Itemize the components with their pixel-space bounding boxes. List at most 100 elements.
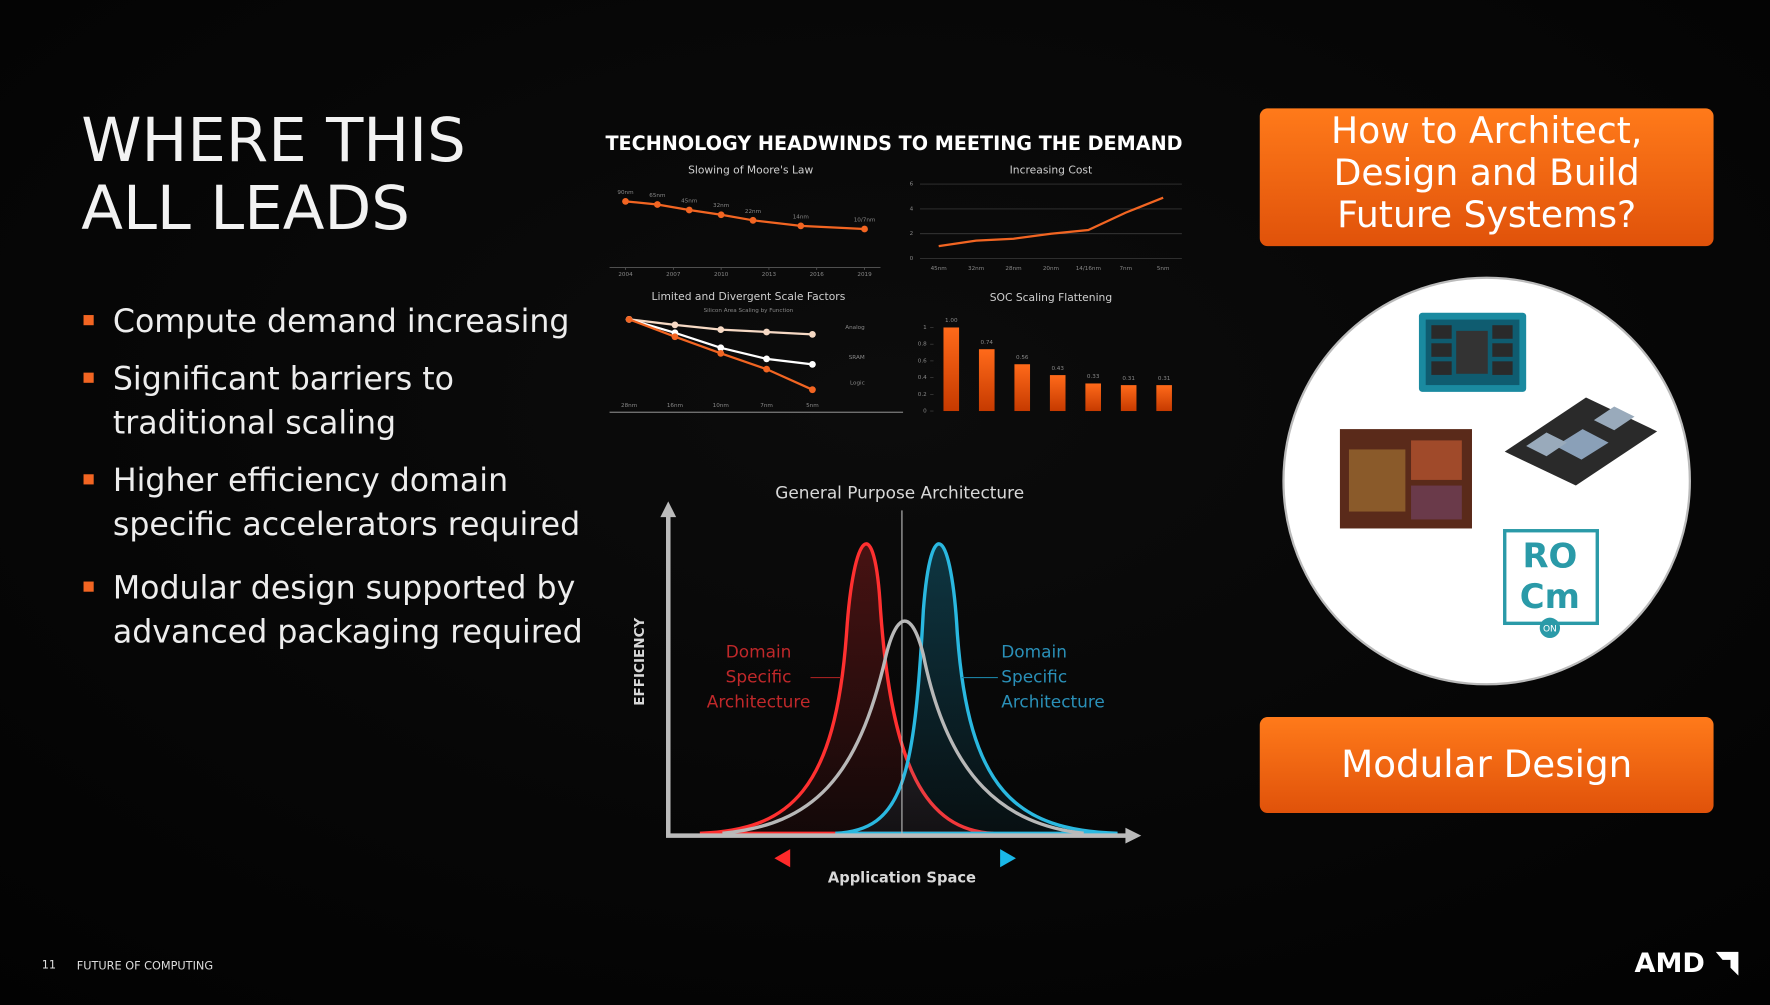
blue-curve	[835, 542, 1118, 836]
value-label: 0.33	[1087, 374, 1100, 380]
bullet-text: Higher efficiency domain	[113, 463, 508, 499]
bullet-text: traditional scaling	[113, 406, 396, 442]
value-label: 0.74	[980, 340, 993, 346]
chart-title: Limited and Divergent Scale Factors	[652, 290, 846, 303]
diagram-title: General Purpose Architecture	[775, 482, 1024, 502]
x-tick-label: 2016	[810, 272, 825, 278]
left-label: Specific	[726, 667, 792, 687]
bullet-marker	[83, 372, 94, 383]
answer-text: Modular Design	[1341, 742, 1632, 786]
question-text: How to Architect,	[1331, 109, 1642, 152]
x-tick-label: 16nm	[667, 403, 683, 409]
axis-arrow	[660, 501, 677, 518]
bullet-text: Compute demand increasing	[113, 304, 570, 340]
right-label: Architecture	[1001, 691, 1105, 711]
logo-text: RO	[1522, 536, 1577, 575]
bullet-list: Compute demand increasing Significant ba…	[83, 304, 583, 650]
point-label: 32nm	[713, 203, 729, 209]
bullet-marker	[83, 474, 94, 485]
point-label: 14nm	[793, 214, 809, 220]
brand-logo: AMD	[1635, 948, 1705, 979]
bullet-text: specific accelerators required	[113, 507, 580, 543]
chart-subtitle: Silicon Area Scaling by Function	[704, 308, 794, 314]
value-label: 0.43	[1051, 366, 1064, 372]
bar	[978, 349, 995, 412]
data-point	[809, 330, 816, 338]
package	[1504, 397, 1658, 486]
arrow-head	[774, 849, 791, 868]
y-axis-label: EFFICIENCY	[632, 617, 648, 705]
x-tick-label: 2013	[762, 272, 777, 278]
white-curve	[722, 619, 1084, 836]
left-label: Architecture	[707, 691, 811, 711]
bar	[1014, 364, 1031, 412]
value-label: 0.31	[1122, 376, 1135, 382]
chart-title: Increasing Cost	[1010, 164, 1093, 177]
x-axis-label: Application Space	[828, 870, 976, 887]
x-tick-label: 10nm	[713, 403, 729, 409]
bar	[1156, 385, 1172, 412]
question-box	[1259, 108, 1714, 247]
series-line	[938, 196, 1164, 248]
charts-heading: TECHNOLOGY HEADWINDS TO MEETING THE DEMA…	[605, 132, 1182, 155]
bullet-text: Modular design supported by	[113, 570, 575, 606]
left-label: Domain	[726, 642, 792, 662]
bullet-marker	[83, 581, 94, 592]
data-point	[717, 349, 725, 357]
chart-title: SOC Scaling Flattening	[990, 291, 1112, 304]
y-tick-label: 1	[923, 325, 927, 331]
y-tick-label: 0	[910, 256, 914, 262]
slide-title: ALL LEADS	[81, 173, 410, 244]
value-label: 0.56	[1016, 355, 1029, 361]
x-tick-label: 7nm	[1119, 266, 1132, 272]
bullet-marker	[83, 315, 94, 326]
x-tick-label: 28nm	[1005, 266, 1021, 272]
x-tick-label: 32nm	[968, 266, 984, 272]
y-tick-label: 0.8	[918, 342, 927, 348]
series-label: SRAM	[849, 355, 865, 361]
value-label: 0.31	[1158, 376, 1171, 382]
y-tick-label: 0.6	[918, 358, 927, 364]
series-label: Logic	[850, 380, 865, 386]
bullet-text: Significant barriers to	[113, 362, 454, 398]
axis-arrow	[1125, 827, 1142, 844]
x-tick-label: 2004	[618, 272, 633, 278]
x-tick-label: 14/16nm	[1076, 266, 1101, 272]
answer-box	[1259, 717, 1714, 814]
point-label: 22nm	[745, 209, 761, 215]
point-label: 45nm	[681, 198, 697, 204]
right-label: Specific	[1001, 667, 1067, 687]
data-point	[717, 326, 725, 334]
cpu-chip	[1418, 312, 1527, 392]
brand-mark	[1715, 951, 1739, 976]
x-tick-label: 2007	[666, 272, 681, 278]
data-point	[685, 206, 693, 214]
chart-title: Slowing of Moore's Law	[688, 164, 813, 177]
data-point	[625, 315, 633, 323]
question-text: Design and Build	[1334, 151, 1640, 194]
right-label: Domain	[1001, 642, 1067, 662]
y-tick-label: 4	[910, 206, 914, 212]
bullet-text: advanced packaging required	[113, 614, 583, 650]
data-point	[671, 333, 679, 341]
x-tick-label: 2019	[857, 272, 872, 278]
footer-text: FUTURE OF COMPUTING	[77, 960, 213, 973]
question-text: Future Systems?	[1337, 193, 1636, 236]
rocm-logo: RO Cm ON	[1503, 529, 1599, 639]
data-point	[653, 201, 661, 208]
point-label: 10/7nm	[854, 217, 876, 223]
bar	[1085, 383, 1101, 412]
data-point	[717, 211, 725, 219]
data-point	[763, 365, 770, 373]
x-tick-label: 5nm	[806, 403, 819, 409]
data-point	[717, 344, 725, 352]
y-tick-label: 0.4	[918, 375, 927, 381]
logo-text: ON	[1543, 624, 1557, 634]
point-label: 65nm	[649, 193, 665, 199]
data-point	[763, 355, 770, 363]
diagram: General Purpose Architecture EFFICIENCY …	[632, 482, 1142, 887]
x-tick-label: 45nm	[931, 266, 947, 272]
y-tick-label: 0	[923, 409, 927, 415]
bar	[943, 327, 960, 412]
